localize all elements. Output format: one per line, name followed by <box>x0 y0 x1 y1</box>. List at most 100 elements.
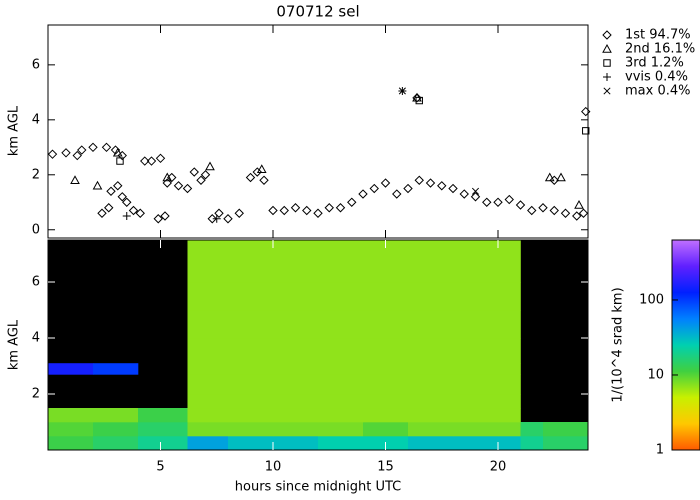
y-tick-label: 2 <box>32 387 40 402</box>
heatmap-cell <box>93 436 139 451</box>
plot-frame <box>47 24 589 239</box>
heatmap-cell <box>498 338 521 364</box>
chart-title: 070712 sel <box>276 3 359 21</box>
heatmap-cell <box>453 374 499 395</box>
heatmap-cell <box>93 363 139 375</box>
heatmap-cell <box>93 408 139 423</box>
heatmap-cell <box>498 310 521 339</box>
heatmap-cell <box>520 436 544 451</box>
marker <box>128 205 139 216</box>
heatmap-cell <box>138 436 188 451</box>
heatmap-cell <box>318 394 364 409</box>
heatmap-cell <box>453 240 499 283</box>
x-tick-label: 15 <box>377 460 394 475</box>
marker <box>47 149 58 159</box>
marker <box>196 175 206 185</box>
heatmap-cell <box>187 422 229 437</box>
marker <box>61 148 71 158</box>
marker <box>97 208 107 218</box>
heatmap-cell <box>318 310 364 339</box>
heatmap-cell <box>48 363 94 375</box>
heatmap-cell <box>187 310 229 339</box>
marker <box>101 142 112 153</box>
heatmap-cell <box>48 422 94 437</box>
heatmap-cell <box>318 240 364 283</box>
marker <box>448 183 458 194</box>
legend-marker <box>603 59 611 67</box>
heatmap-cell <box>408 363 454 375</box>
marker <box>117 192 127 202</box>
heatmap-cell <box>408 374 454 395</box>
heatmap-cell <box>498 363 521 375</box>
heatmap-cell <box>318 338 364 364</box>
heatmap-cell <box>408 310 454 339</box>
marker <box>437 181 447 191</box>
marker <box>560 208 571 218</box>
heatmap-cell <box>273 408 319 423</box>
heatmap-cell <box>363 408 409 423</box>
marker <box>268 205 278 216</box>
heatmap-cell <box>408 338 454 364</box>
marker <box>146 156 157 166</box>
marker <box>398 87 406 95</box>
heatmap-cell <box>520 422 544 437</box>
x-tick-label: 10 <box>265 460 282 475</box>
y-axis-label: km AGL <box>7 105 22 156</box>
marker <box>252 167 262 177</box>
legend-marker <box>603 87 611 95</box>
heatmap-cell <box>48 408 94 423</box>
heatmap-cell <box>228 240 274 283</box>
x-axis-label: hours since midnight UTC <box>235 480 401 495</box>
heatmap-cell <box>187 363 229 375</box>
heatmap-cell <box>363 374 409 395</box>
heatmap-cell <box>273 363 319 375</box>
marker <box>324 203 334 213</box>
marker <box>556 172 566 182</box>
marker <box>392 189 402 199</box>
colorbar-tick-label: 1 <box>656 443 664 458</box>
marker <box>581 106 591 117</box>
marker <box>189 167 199 177</box>
heatmap-cell <box>273 374 319 395</box>
legend-marker <box>602 30 612 40</box>
heatmap-cell <box>498 436 521 451</box>
heatmap-cell <box>187 408 229 423</box>
marker <box>414 175 424 185</box>
marker <box>77 145 87 155</box>
heatmap-cell <box>187 436 229 451</box>
colorbar-label: 1/(10^4 srad km) <box>611 287 626 402</box>
marker <box>279 205 289 216</box>
marker <box>380 178 391 188</box>
marker <box>515 200 526 210</box>
marker <box>116 157 124 165</box>
y-axis-label: km AGL <box>7 319 22 370</box>
heatmap-cell <box>273 422 319 437</box>
marker <box>160 211 170 221</box>
heatmap-cell <box>363 310 409 339</box>
y-tick-label: 2 <box>32 167 40 182</box>
heatmap-cell <box>138 422 188 437</box>
marker <box>578 208 589 218</box>
heatmap-cell <box>228 338 274 364</box>
x-tick-label: 5 <box>156 460 164 475</box>
heatmap-cell <box>228 310 274 339</box>
marker <box>259 175 269 185</box>
legend-label: vvis 0.4% <box>625 70 688 85</box>
marker <box>92 180 103 190</box>
heatmap-cell <box>543 436 589 451</box>
marker <box>425 178 436 188</box>
marker <box>234 208 244 218</box>
marker <box>122 212 131 221</box>
marker <box>572 211 582 221</box>
legend-label: max 0.4% <box>625 84 690 99</box>
marker <box>162 178 172 188</box>
heatmap-cell <box>228 408 274 423</box>
heatmap-cell <box>453 282 499 311</box>
colorbar-tick-label: 10 <box>647 367 664 382</box>
marker <box>104 203 114 213</box>
heatmap-cell <box>228 394 274 409</box>
heatmap-cell <box>363 394 409 409</box>
marker <box>471 187 480 195</box>
marker <box>72 150 82 161</box>
plot-frame <box>47 239 589 451</box>
